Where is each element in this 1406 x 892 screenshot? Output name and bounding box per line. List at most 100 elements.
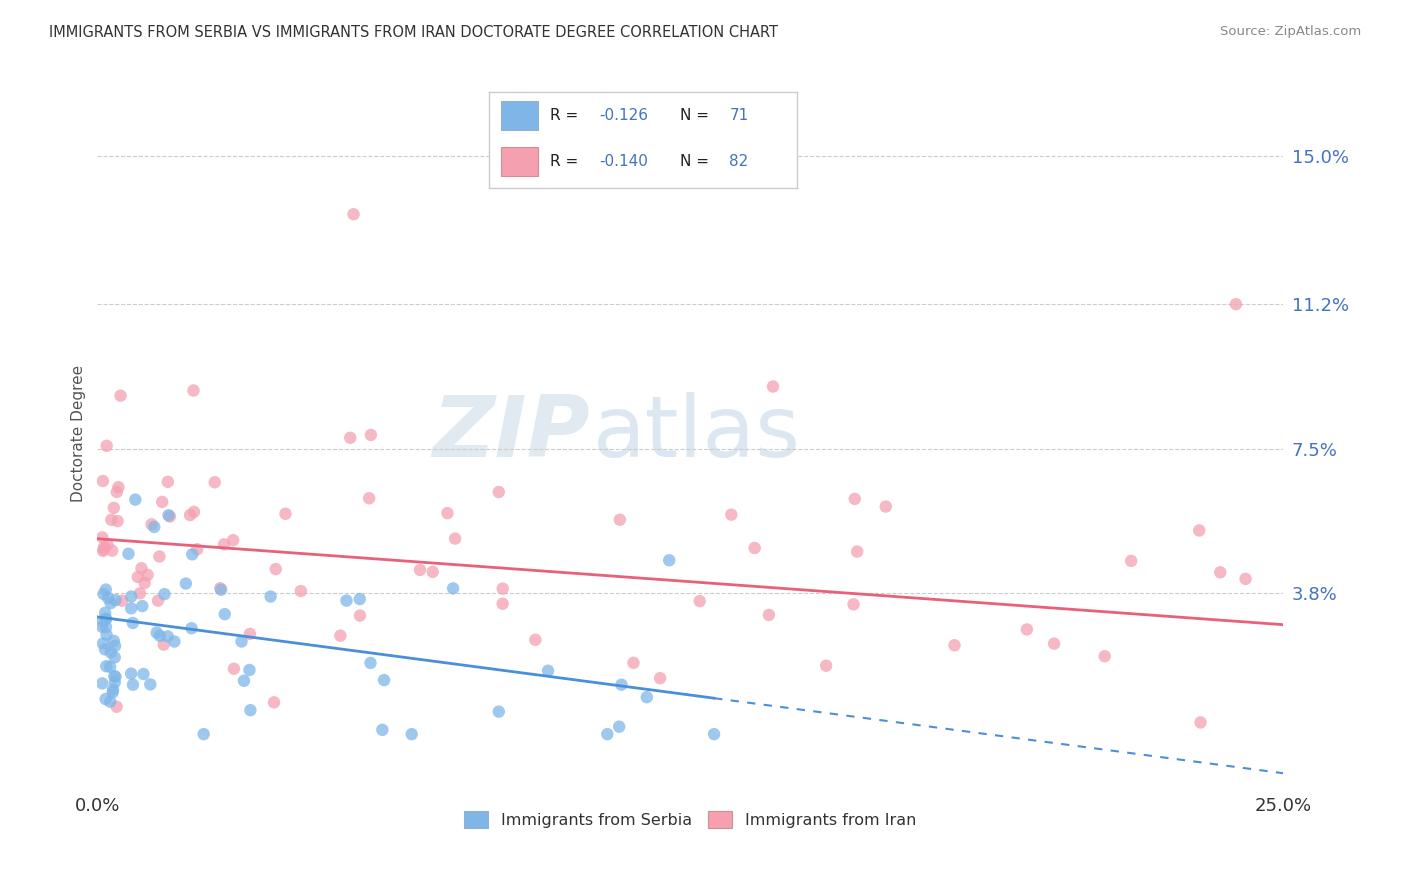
Point [98,695,121,709]
Point [758,607,780,622]
Point [91,544,114,558]
Y-axis label: Doctorate Degree: Doctorate Degree [72,365,86,501]
Point [124,492,146,507]
Point [689,594,711,608]
Point [1094,649,1116,664]
Point [156,475,179,489]
Point [401,727,423,741]
Point [107,514,129,528]
Point [1234,572,1257,586]
Point [222,533,245,548]
Text: atlas: atlas [593,392,801,475]
Point [1121,554,1143,568]
Point [148,549,170,564]
Point [163,634,186,648]
Point [100,645,122,659]
Point [259,590,281,604]
Point [623,656,645,670]
Point [143,520,166,534]
Point [846,544,869,558]
Point [127,570,149,584]
Point [214,607,236,622]
Point [720,508,742,522]
Point [239,627,262,641]
Point [329,629,352,643]
Point [120,666,142,681]
Point [141,517,163,532]
Point [1209,566,1232,580]
Point [422,565,444,579]
Point [136,568,159,582]
Point [179,508,201,522]
Point [842,597,865,611]
Point [183,384,205,398]
Point [844,491,866,506]
Point [209,581,232,595]
Point [100,513,122,527]
Point [149,629,172,643]
Point [139,677,162,691]
Point [97,591,120,605]
Text: Source: ZipAtlas.com: Source: ZipAtlas.com [1220,25,1361,38]
Point [150,495,173,509]
Point [339,431,361,445]
Point [96,659,118,673]
Point [132,667,155,681]
Point [98,660,121,674]
Point [91,676,114,690]
Point [104,675,127,690]
Point [105,699,128,714]
Point [1043,637,1066,651]
Point [131,599,153,613]
Point [91,474,114,488]
Point [231,634,253,648]
Point [96,628,118,642]
Point [1189,715,1212,730]
Text: IMMIGRANTS FROM SERBIA VS IMMIGRANTS FROM IRAN DOCTORATE DEGREE CORRELATION CHAR: IMMIGRANTS FROM SERBIA VS IMMIGRANTS FRO… [49,25,778,40]
Text: ZIP: ZIP [432,392,589,475]
Point [193,727,215,741]
Point [94,582,117,597]
Point [658,553,681,567]
Point [145,625,167,640]
Point [263,695,285,709]
Point [209,582,232,597]
Point [441,582,464,596]
Point [104,670,127,684]
Point [335,593,357,607]
Point [524,632,547,647]
Point [636,690,658,705]
Point [349,608,371,623]
Point [204,475,226,490]
Point [159,509,181,524]
Point [1015,623,1038,637]
Point [93,540,115,554]
Point [537,664,560,678]
Point [94,612,117,626]
Point [153,587,176,601]
Point [131,561,153,575]
Point [117,547,139,561]
Point [180,621,202,635]
Point [371,723,394,737]
Point [94,692,117,706]
Point [120,601,142,615]
Point [157,508,180,523]
Point [1225,297,1247,311]
Point [110,389,132,403]
Point [183,505,205,519]
Point [101,682,124,697]
Point [146,593,169,607]
Point [91,530,114,544]
Point [93,542,115,557]
Point [100,596,122,610]
Point [96,439,118,453]
Point [360,656,382,670]
Point [156,629,179,643]
Point [607,720,630,734]
Point [875,500,897,514]
Point [815,658,838,673]
Point [239,703,262,717]
Point [111,593,134,607]
Point [436,506,458,520]
